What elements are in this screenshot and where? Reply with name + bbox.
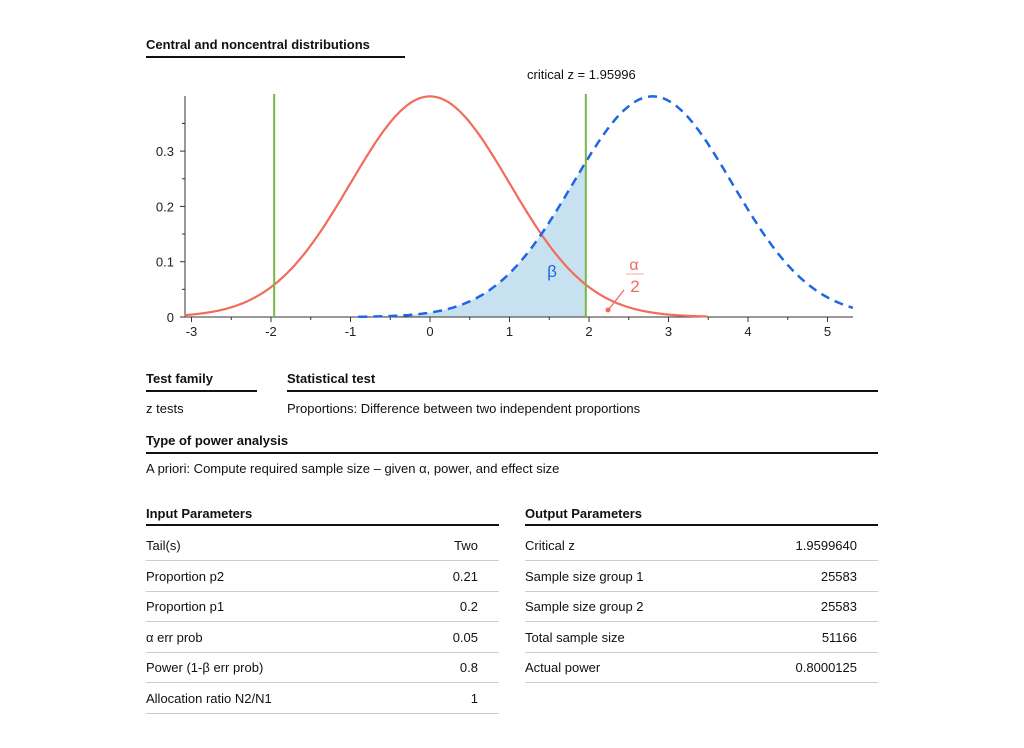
table-row: Sample size group 2 25583 bbox=[525, 592, 878, 622]
x-tick-label: 3 bbox=[665, 324, 672, 339]
param-value: 1.9599640 bbox=[795, 538, 857, 553]
param-value: 0.2 bbox=[459, 599, 478, 614]
power-analysis-header: Type of power analysis bbox=[146, 433, 289, 448]
alpha-denominator: 2 bbox=[630, 277, 639, 296]
param-label: Actual power bbox=[525, 660, 601, 675]
alpha-pointer bbox=[608, 289, 625, 310]
table-row: Proportion p1 0.2 bbox=[146, 592, 499, 622]
param-label: Tail(s) bbox=[146, 538, 181, 553]
divider bbox=[146, 524, 499, 526]
x-tick-label: -2 bbox=[265, 324, 277, 339]
divider bbox=[146, 390, 257, 392]
test-family-header: Test family bbox=[146, 371, 213, 386]
param-label: Total sample size bbox=[525, 629, 625, 645]
param-label: Proportion p1 bbox=[146, 599, 225, 614]
statistical-test-header: Statistical test bbox=[287, 371, 376, 386]
param-label: Critical z bbox=[525, 538, 575, 553]
statistical-test-value: Proportions: Difference between two inde… bbox=[287, 401, 641, 416]
beta-region bbox=[358, 161, 586, 317]
param-value: 25583 bbox=[820, 599, 857, 614]
alpha-numerator: α bbox=[629, 257, 638, 274]
x-tick-label: -1 bbox=[345, 324, 357, 339]
param-label: Sample size group 2 bbox=[525, 599, 644, 614]
y-tick-label: 0 bbox=[167, 310, 174, 325]
table-row: Proportion p2 0.21 bbox=[146, 562, 499, 592]
chart-title: Central and noncentral distributions bbox=[146, 37, 370, 52]
y-tick-label: 0.1 bbox=[156, 255, 174, 270]
param-value: Two bbox=[454, 538, 478, 553]
param-label: Proportion p2 bbox=[146, 568, 225, 584]
param-value: 1 bbox=[470, 690, 478, 706]
param-value: 0.05 bbox=[452, 629, 478, 645]
x-tick-label: -3 bbox=[186, 324, 198, 339]
x-tick-label: 2 bbox=[585, 324, 592, 339]
table-row: Tail(s) Two bbox=[146, 531, 499, 561]
param-label: Allocation ratio N2/N1 bbox=[146, 690, 272, 706]
test-family-value: z tests bbox=[146, 401, 184, 416]
param-value: 51166 bbox=[821, 629, 857, 645]
beta-label: β bbox=[547, 262, 557, 281]
x-tick-label: 1 bbox=[506, 324, 513, 339]
central-curve bbox=[184, 95, 708, 318]
power-analysis-value: A priori: Compute required sample size –… bbox=[146, 461, 560, 476]
y-tick-label: 0.3 bbox=[156, 144, 174, 159]
alpha-pointer-dot bbox=[605, 307, 611, 313]
output-header: Output Parameters bbox=[525, 506, 643, 521]
param-value: 0.8 bbox=[459, 660, 478, 675]
x-tick-label: 0 bbox=[426, 324, 433, 339]
table-row: Power (1-β err prob) 0.8 bbox=[146, 653, 499, 683]
table-row: α err prob 0.05 bbox=[146, 623, 499, 653]
param-value: 0.8000125 bbox=[795, 660, 857, 675]
noncentral-curve bbox=[358, 95, 854, 319]
x-tick-label: 4 bbox=[744, 324, 751, 339]
param-label: α err prob bbox=[146, 629, 203, 645]
table-row: Critical z 1.9599640 bbox=[525, 531, 878, 561]
critical-z-label: critical z = 1.95996 bbox=[527, 67, 636, 82]
y-tick-label: 0.2 bbox=[156, 199, 174, 214]
param-value: 0.21 bbox=[452, 568, 478, 584]
table-row: Sample size group 1 25583 bbox=[525, 562, 878, 592]
x-tick-label: 5 bbox=[824, 324, 831, 339]
param-value: 25583 bbox=[820, 568, 857, 584]
divider bbox=[525, 524, 878, 526]
input-header: Input Parameters bbox=[146, 506, 253, 521]
divider bbox=[287, 390, 878, 392]
title-underline bbox=[146, 56, 405, 58]
param-label: Sample size group 1 bbox=[525, 568, 644, 584]
table-row: Actual power 0.8000125 bbox=[525, 653, 878, 683]
divider bbox=[146, 452, 878, 454]
param-label: Power (1-β err prob) bbox=[146, 660, 264, 675]
table-row: Allocation ratio N2/N1 1 bbox=[146, 684, 499, 714]
distribution-chart: -3 -2 -1 0 1 2 3 4 5 0 0.1 0.2 0.3 β α 2 bbox=[156, 94, 854, 339]
table-row: Total sample size 51166 bbox=[525, 623, 878, 653]
